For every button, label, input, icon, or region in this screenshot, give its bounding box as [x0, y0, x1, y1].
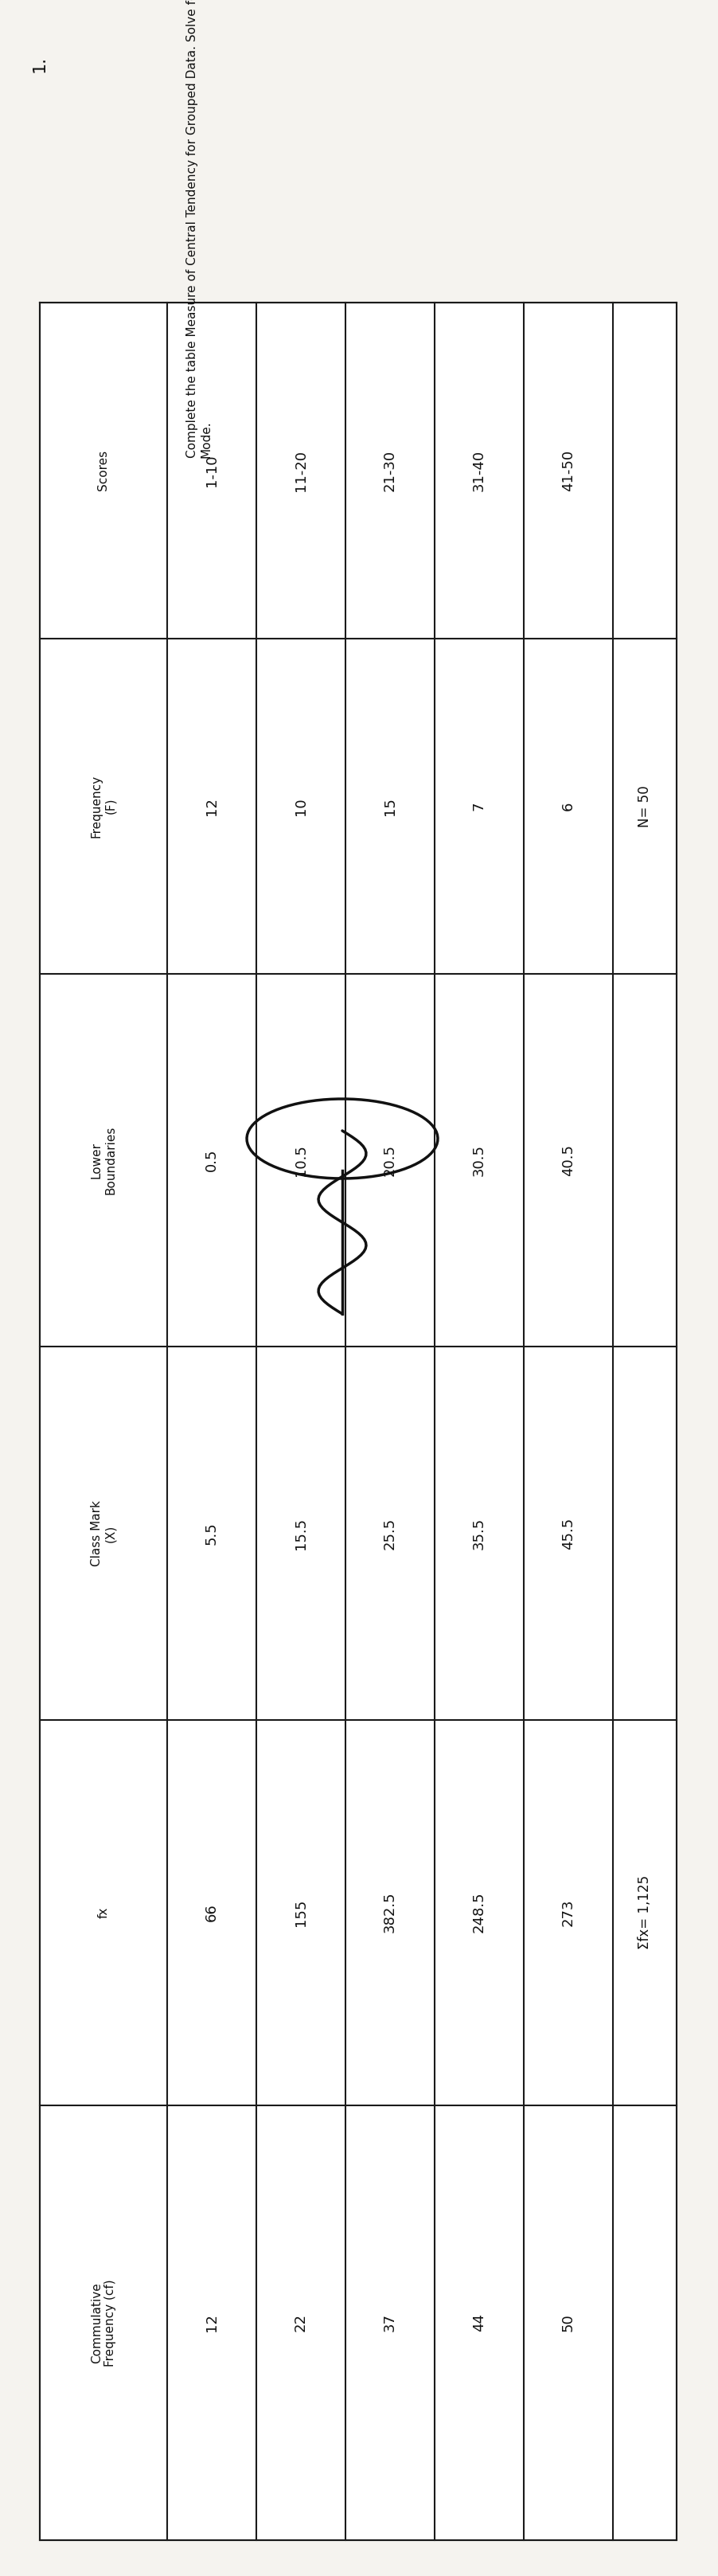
Text: 273: 273: [561, 1899, 575, 1927]
Text: 35.5: 35.5: [472, 1517, 486, 1548]
Text: 21-30: 21-30: [383, 451, 397, 492]
Polygon shape: [39, 301, 676, 2540]
Text: 1.: 1.: [32, 54, 47, 72]
Text: Class Mark
(X): Class Mark (X): [90, 1499, 116, 1566]
Text: 37: 37: [383, 2313, 397, 2331]
Text: 41-50: 41-50: [561, 451, 575, 492]
Text: 20.5: 20.5: [383, 1144, 397, 1177]
Text: 22: 22: [294, 2313, 308, 2331]
Text: 7: 7: [472, 801, 486, 811]
Text: 12: 12: [205, 2313, 219, 2331]
Text: 0.5: 0.5: [205, 1149, 219, 1172]
Text: Frequency
(F): Frequency (F): [90, 775, 116, 837]
Text: Complete the table Measure of Central Tendency for Grouped Data. Solve for the M: Complete the table Measure of Central Te…: [186, 0, 212, 459]
Text: 6: 6: [561, 801, 575, 811]
Text: Lower
Boundaries: Lower Boundaries: [90, 1126, 116, 1195]
Text: 30.5: 30.5: [472, 1144, 486, 1177]
Text: 12: 12: [205, 796, 219, 814]
Text: 11-20: 11-20: [294, 451, 308, 492]
Text: 50: 50: [561, 2313, 575, 2331]
Text: 10: 10: [294, 796, 308, 814]
Text: 40.5: 40.5: [561, 1144, 575, 1177]
Text: 248.5: 248.5: [472, 1891, 486, 1932]
Text: 25.5: 25.5: [383, 1517, 397, 1548]
Text: Scores: Scores: [98, 451, 109, 492]
Text: 10.5: 10.5: [294, 1144, 308, 1177]
Text: 44: 44: [472, 2313, 486, 2331]
Text: 66: 66: [205, 1904, 219, 1922]
Text: 45.5: 45.5: [561, 1517, 575, 1548]
Text: 382.5: 382.5: [383, 1891, 397, 1932]
Text: 15: 15: [383, 796, 397, 814]
Text: N= 50: N= 50: [637, 786, 651, 827]
Text: Commulative
Frequency (cf): Commulative Frequency (cf): [90, 2280, 116, 2367]
Text: fx: fx: [98, 1906, 109, 1919]
Text: 155: 155: [294, 1899, 308, 1927]
Text: 15.5: 15.5: [294, 1517, 308, 1548]
Text: Σfx= 1,125: Σfx= 1,125: [637, 1875, 651, 1950]
Text: 31-40: 31-40: [472, 451, 486, 492]
Text: 5.5: 5.5: [205, 1522, 219, 1546]
Text: 1-10: 1-10: [205, 453, 219, 487]
